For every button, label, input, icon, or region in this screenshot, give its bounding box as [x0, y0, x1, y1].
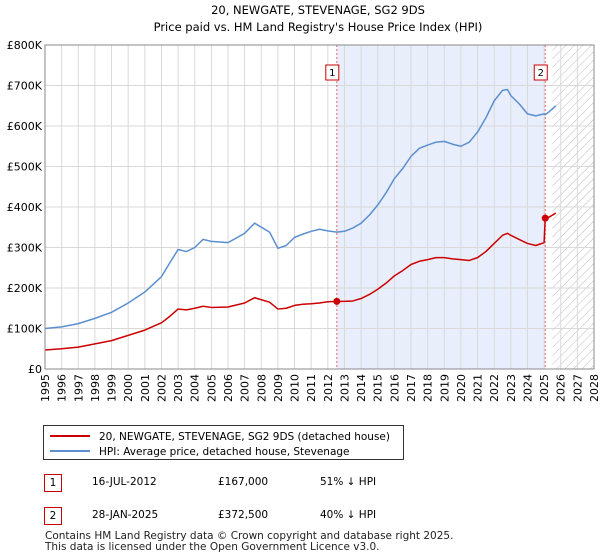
- x-tick-label: 2011: [305, 374, 318, 402]
- legend-label-hpi: HPI: Average price, detached house, Stev…: [99, 446, 350, 458]
- x-tick-label: 2001: [139, 374, 152, 402]
- plot-frame: [44, 44, 595, 370]
- x-tick-label: 2023: [505, 374, 518, 402]
- y-tick-label: £300K: [7, 242, 43, 255]
- y-tick-label: £400K: [7, 201, 43, 214]
- x-tick-label: 2000: [122, 374, 135, 402]
- sale-price: £167,000: [218, 476, 269, 488]
- x-tick-label: 2027: [571, 374, 584, 402]
- y-tick-label: £600K: [7, 120, 43, 133]
- sale-number-badge: 2: [44, 507, 62, 525]
- x-tick-label: 2013: [338, 374, 351, 402]
- sale-label-text: 2: [538, 68, 544, 79]
- x-tick-label: 2012: [322, 374, 335, 402]
- sale-number-badge: 1: [44, 474, 62, 492]
- sale-point: [541, 214, 549, 222]
- sale-label-text: 1: [329, 68, 335, 79]
- sale-point: [333, 297, 341, 305]
- sale-label-box: [533, 64, 548, 81]
- y-tick-label: £700K: [7, 80, 43, 93]
- x-tick-label: 2022: [488, 374, 501, 402]
- x-tick-label: 2024: [521, 374, 534, 402]
- x-tick-label: 1995: [39, 374, 52, 402]
- chart-title: 20, NEWGATE, STEVENAGE, SG2 9DS: [211, 3, 425, 17]
- x-tick-label: 1997: [72, 374, 85, 402]
- y-tick-label: £200K: [7, 282, 43, 295]
- sale-hpi-diff: 51% ↓ HPI: [320, 476, 377, 488]
- y-tick-label: £0: [28, 363, 42, 376]
- y-tick-label: £100K: [7, 323, 43, 336]
- sale-date: 16-JUL-2012: [92, 476, 157, 488]
- x-tick-label: 2020: [455, 374, 468, 402]
- x-tick-label: 2025: [538, 374, 551, 402]
- x-tick-label: 2021: [472, 374, 485, 402]
- x-tick-label: 2005: [205, 374, 218, 402]
- x-tick-label: 2016: [388, 374, 401, 402]
- sale-row: 1 16-JUL-2012 £167,000 51% ↓ HPI: [44, 474, 584, 492]
- x-tick-label: 2010: [289, 374, 302, 402]
- y-tick-label: £800K: [7, 39, 43, 52]
- sale-price: £372,500: [218, 509, 269, 521]
- legend-label-property: 20, NEWGATE, STEVENAGE, SG2 9DS (detache…: [99, 431, 390, 443]
- legend-item-property: 20, NEWGATE, STEVENAGE, SG2 9DS (detache…: [50, 430, 390, 444]
- x-tick-label: 2009: [272, 374, 285, 402]
- footer-line-2: This data is licensed under the Open Gov…: [45, 541, 380, 553]
- sale-label-box: [325, 64, 340, 81]
- footer-attribution: Contains HM Land Registry data © Crown c…: [45, 531, 453, 553]
- x-tick-label: 2026: [555, 374, 568, 402]
- y-tick-label: £500K: [7, 161, 43, 174]
- x-tick-label: 2002: [155, 374, 168, 402]
- x-tick-label: 1998: [89, 374, 102, 402]
- series-line-hpi: [45, 88, 557, 330]
- footer-line-1: Contains HM Land Registry data © Crown c…: [45, 530, 454, 542]
- x-tick-label: 1996: [56, 374, 69, 402]
- legend-swatch-property: [50, 435, 90, 437]
- x-tick-label: 2018: [422, 374, 435, 402]
- sale-row: 2 28-JAN-2025 £372,500 40% ↓ HPI: [44, 507, 584, 525]
- legend: 20, NEWGATE, STEVENAGE, SG2 9DS (detache…: [43, 425, 404, 460]
- x-tick-label: 2006: [222, 374, 235, 402]
- x-tick-label: 2017: [405, 374, 418, 402]
- x-tick-label: 2028: [588, 374, 600, 402]
- x-tick-label: 2007: [239, 374, 252, 402]
- series-line-property: [45, 212, 557, 351]
- x-tick-label: 2019: [438, 374, 451, 402]
- sale-hpi-diff: 40% ↓ HPI: [320, 509, 377, 521]
- price-chart: 20, NEWGATE, STEVENAGE, SG2 9DS Price pa…: [7, 3, 600, 402]
- x-tick-label: 2014: [355, 374, 368, 402]
- x-tick-label: 2004: [189, 374, 202, 402]
- x-tick-label: 1999: [106, 374, 119, 402]
- chart-subtitle: Price paid vs. HM Land Registry's House …: [154, 20, 483, 34]
- x-tick-label: 2015: [372, 374, 385, 402]
- legend-swatch-hpi: [50, 450, 90, 452]
- x-tick-label: 2003: [172, 374, 185, 402]
- sale-date: 28-JAN-2025: [92, 509, 159, 521]
- legend-item-hpi: HPI: Average price, detached house, Stev…: [50, 445, 350, 459]
- x-tick-label: 2008: [255, 374, 268, 402]
